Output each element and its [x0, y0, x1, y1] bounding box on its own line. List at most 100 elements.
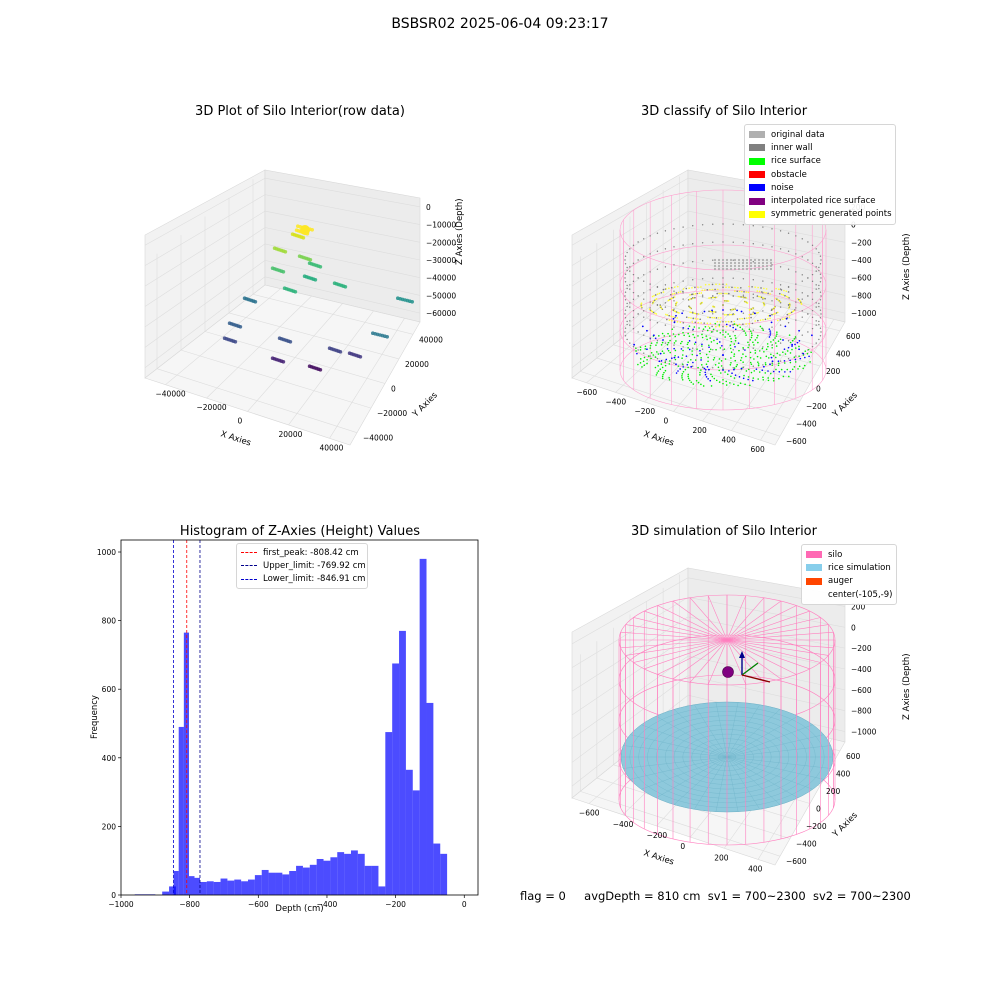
- rice-surface-point: [700, 364, 703, 366]
- original-data-point: [725, 267, 729, 271]
- raw-point: [410, 300, 415, 304]
- inner-wall-point: [771, 290, 773, 292]
- symmetric-generated-point: [677, 291, 680, 294]
- silo-roof-spoke: [726, 605, 797, 641]
- symmetric-generated-point: [722, 283, 724, 286]
- symmetric-generated-point: [676, 317, 678, 319]
- inner-wall-point: [722, 331, 724, 333]
- legend-item: symmetric generated points: [749, 208, 892, 221]
- original-data-point: [737, 258, 741, 262]
- rice-surface-point: [669, 351, 672, 354]
- rice-surface-point: [684, 368, 687, 371]
- original-data-point: [725, 264, 729, 268]
- rice-surface-point: [768, 336, 771, 338]
- rice-surface-point: [713, 339, 715, 342]
- inner-wall-point: [818, 287, 820, 290]
- inner-wall-point: [656, 268, 659, 270]
- symmetric-generated-point: [673, 292, 676, 295]
- rice-surface-point: [657, 364, 659, 367]
- noise-point: [711, 309, 713, 312]
- rice-surface-point: [671, 357, 673, 360]
- inner-wall-point: [815, 320, 817, 322]
- symmetric-generated-point: [658, 292, 661, 295]
- rice-mesh-spoke: [726, 704, 760, 758]
- legend-dash: [241, 578, 257, 580]
- histogram-xtick: −400: [317, 900, 338, 909]
- silo-roof-spoke: [620, 631, 728, 641]
- rice-surface-point: [646, 358, 648, 361]
- rice-surface-point: [687, 341, 689, 344]
- rice-surface-point: [699, 349, 701, 352]
- rice-surface-point: [710, 385, 713, 387]
- inner-wall-point: [673, 228, 675, 230]
- symmetric-generated-point: [676, 311, 679, 314]
- rice-surface-point: [712, 328, 715, 331]
- noise-point: [733, 368, 735, 371]
- inner-wall-point: [811, 309, 814, 312]
- rice-mesh-spoke: [726, 715, 799, 758]
- noise-point: [740, 367, 743, 370]
- inner-wall-point: [742, 348, 745, 350]
- inner-wall-point: [811, 291, 814, 294]
- histogram-legend: first_peak: -808.42 cm Upper_limit: -769.…: [236, 543, 368, 589]
- histogram-bar: [220, 878, 228, 895]
- inner-wall-point: [771, 228, 773, 230]
- rice-surface-point: [695, 379, 698, 382]
- raw-point: [283, 250, 288, 254]
- inner-wall-point: [801, 292, 803, 294]
- raw-point: [318, 368, 323, 372]
- histogram-legend-item: first_peak: -808.42 cm: [241, 546, 363, 559]
- rice-surface-point: [767, 345, 769, 348]
- silo-roof-spoke: [625, 624, 728, 641]
- inner-wall-point: [752, 225, 754, 227]
- rice-surface-point: [696, 354, 698, 357]
- rice-surface-point: [734, 359, 737, 362]
- rice-surface-point: [774, 342, 777, 344]
- original-data-point: [713, 264, 717, 268]
- inner-wall-point: [771, 308, 773, 310]
- rice-surface-point: [663, 335, 666, 337]
- rice-surface-point: [669, 339, 671, 342]
- rice-surface-point: [742, 353, 744, 355]
- rice-surface-point: [694, 341, 697, 344]
- rice-surface-point: [756, 336, 758, 339]
- rice-surface-point: [674, 358, 677, 361]
- original-data-point: [717, 267, 721, 271]
- symmetric-generated-point: [700, 292, 703, 294]
- inner-wall-point: [820, 259, 822, 261]
- inner-wall-point: [637, 277, 639, 279]
- rice-surface-point: [709, 348, 712, 351]
- original-data-point: [745, 264, 749, 268]
- histogram-bar: [371, 865, 379, 895]
- silo-roof-spoke: [726, 639, 797, 675]
- inner-wall-point: [649, 307, 651, 309]
- rice-surface-point: [757, 361, 759, 363]
- rice-surface-point: [688, 335, 691, 338]
- histogram-bar: [169, 886, 176, 895]
- inner-wall-point: [682, 244, 684, 246]
- rice-surface-point: [772, 354, 775, 357]
- symmetric-generated-point: [660, 291, 663, 294]
- noise-point: [753, 312, 756, 315]
- inner-wall-point: [818, 338, 820, 341]
- rice-mesh-spoke: [726, 756, 813, 790]
- symmetric-generated-point: [739, 287, 742, 289]
- rice-surface-point: [770, 341, 772, 343]
- symmetric-generated-point: [737, 286, 739, 289]
- raw-point: [301, 236, 306, 240]
- original-data-point: [745, 261, 749, 265]
- rice-surface-point: [749, 339, 752, 341]
- rice-surface-point: [734, 339, 737, 342]
- inner-wall-point: [624, 331, 626, 333]
- inner-wall-point: [818, 269, 820, 272]
- inner-wall-point: [682, 262, 684, 264]
- rice-surface-point: [664, 369, 667, 372]
- symmetric-generated-point: [728, 286, 730, 289]
- rice-surface-point: [786, 368, 789, 371]
- original-data-point: [721, 264, 725, 268]
- inner-wall-point: [701, 312, 704, 314]
- rice-surface-point: [705, 376, 708, 378]
- symmetric-generated-point: [699, 318, 702, 321]
- inner-wall-point: [673, 246, 675, 248]
- rice-surface-point: [661, 332, 664, 335]
